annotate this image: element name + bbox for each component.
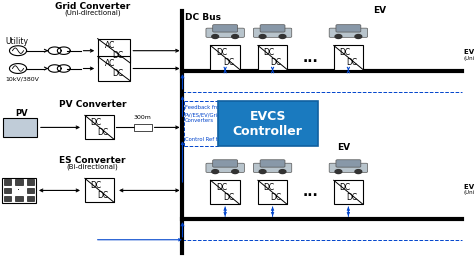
Bar <box>134 124 152 131</box>
Bar <box>210 45 240 70</box>
FancyBboxPatch shape <box>206 163 245 172</box>
Text: PV: PV <box>15 109 27 118</box>
FancyBboxPatch shape <box>260 160 285 167</box>
Text: DC Bus: DC Bus <box>185 13 221 22</box>
FancyBboxPatch shape <box>253 28 292 37</box>
FancyBboxPatch shape <box>206 28 245 37</box>
FancyBboxPatch shape <box>213 25 237 32</box>
Bar <box>98 39 130 63</box>
Text: ...: ... <box>302 185 319 199</box>
Polygon shape <box>355 35 362 38</box>
Bar <box>15 196 23 201</box>
Bar <box>3 118 37 137</box>
Text: (Bi-directional): (Bi-directional) <box>66 163 118 170</box>
Bar <box>4 179 11 185</box>
Bar <box>258 45 287 70</box>
FancyBboxPatch shape <box>260 25 285 32</box>
Text: DC: DC <box>271 193 282 202</box>
Text: DC: DC <box>98 128 109 137</box>
Text: DC: DC <box>339 48 350 57</box>
Text: EV: EV <box>337 143 350 152</box>
Bar <box>85 115 114 139</box>
Text: DC: DC <box>346 58 357 67</box>
Text: Grid Converter: Grid Converter <box>55 2 130 11</box>
FancyBboxPatch shape <box>218 101 318 146</box>
Bar <box>2 178 36 203</box>
Polygon shape <box>212 170 219 173</box>
FancyBboxPatch shape <box>253 163 292 172</box>
Text: DC: DC <box>264 182 274 192</box>
Text: EV Char: EV Char <box>464 184 474 190</box>
Text: DC: DC <box>216 48 227 57</box>
Bar <box>258 180 287 204</box>
Text: Control Ref to ...: Control Ref to ... <box>185 137 228 142</box>
FancyBboxPatch shape <box>336 160 361 167</box>
Text: ES Converter: ES Converter <box>59 156 126 165</box>
Text: EVCS
Controller: EVCS Controller <box>233 110 303 138</box>
FancyBboxPatch shape <box>213 160 237 167</box>
Bar <box>210 180 240 204</box>
Bar <box>85 178 114 202</box>
Polygon shape <box>335 170 342 173</box>
Bar <box>27 188 34 193</box>
Text: EV: EV <box>373 6 386 15</box>
Text: DC: DC <box>112 69 123 78</box>
Bar <box>4 188 11 193</box>
Polygon shape <box>355 170 362 173</box>
Text: Converters: Converters <box>185 118 214 122</box>
Text: DC: DC <box>216 182 227 192</box>
Polygon shape <box>212 35 219 38</box>
Text: ...: ... <box>302 50 319 65</box>
Bar <box>4 196 11 201</box>
FancyBboxPatch shape <box>329 28 368 37</box>
Polygon shape <box>279 170 286 173</box>
Text: DC: DC <box>98 191 109 200</box>
Text: Feedback from ...: Feedback from ... <box>185 105 231 110</box>
FancyBboxPatch shape <box>329 163 368 172</box>
Text: DC: DC <box>223 193 234 202</box>
Polygon shape <box>232 35 238 38</box>
Bar <box>334 180 363 204</box>
Text: (Uni-direct: (Uni-direct <box>464 190 474 195</box>
Text: 300m: 300m <box>134 115 152 120</box>
Text: AC: AC <box>105 41 115 50</box>
FancyBboxPatch shape <box>336 25 361 32</box>
Text: ·: · <box>18 185 20 195</box>
Text: 10kV/380V: 10kV/380V <box>6 76 39 81</box>
Polygon shape <box>259 170 266 173</box>
Text: DC: DC <box>223 58 234 67</box>
Text: DC: DC <box>112 52 123 61</box>
Text: AC: AC <box>105 59 115 68</box>
Text: (Uni-direct: (Uni-direct <box>464 56 474 61</box>
Bar <box>334 45 363 70</box>
Text: DC: DC <box>91 181 101 190</box>
Bar <box>15 179 23 185</box>
Polygon shape <box>335 35 342 38</box>
Text: PV Converter: PV Converter <box>59 100 126 109</box>
Text: Utility: Utility <box>6 37 29 45</box>
Bar <box>98 56 130 81</box>
Polygon shape <box>279 35 286 38</box>
Text: (Uni-directional): (Uni-directional) <box>64 10 121 16</box>
Text: PV/ES/EV/Grid: PV/ES/EV/Grid <box>185 112 221 117</box>
Polygon shape <box>259 35 266 38</box>
Text: EV Char: EV Char <box>464 49 474 55</box>
Bar <box>27 196 34 201</box>
Text: DC: DC <box>271 58 282 67</box>
Text: DC: DC <box>346 193 357 202</box>
Text: DC: DC <box>264 48 274 57</box>
Text: DC: DC <box>339 182 350 192</box>
Polygon shape <box>232 170 238 173</box>
Text: DC: DC <box>91 118 101 127</box>
Bar <box>27 179 34 185</box>
